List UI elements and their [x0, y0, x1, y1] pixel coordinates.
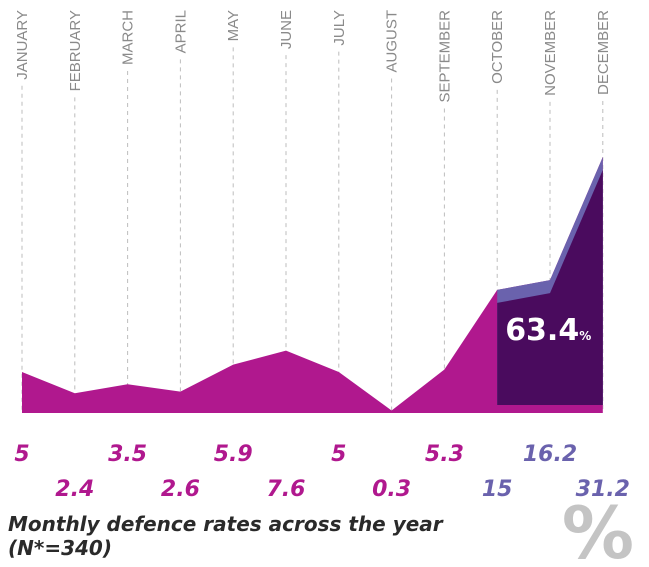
value-label: 7.6 [267, 477, 306, 502]
month-label: NOVEMBER [542, 10, 559, 96]
value-label: 15 [482, 477, 513, 502]
month-label: FEBRUARY [67, 10, 84, 91]
value-label: 5 [331, 442, 346, 467]
chart-title: Monthly defence rates across the year (N… [8, 512, 443, 560]
annotation-unit: % [579, 329, 591, 343]
value-label: 2.6 [161, 477, 200, 502]
month-label: JANUARY [14, 10, 31, 80]
highlight-area [497, 169, 603, 405]
annotation-value: 63.4 [505, 313, 579, 348]
value-label: 31.2 [576, 477, 630, 502]
month-label: APRIL [172, 10, 189, 53]
month-label: JULY [331, 10, 348, 46]
value-label: 5.9 [214, 442, 253, 467]
value-label: 5.3 [425, 442, 464, 467]
value-label: 5 [14, 442, 29, 467]
value-label: 16.2 [523, 442, 577, 467]
month-label: MARCH [120, 10, 137, 65]
month-label: OCTOBER [489, 10, 506, 84]
value-label: 0.3 [372, 477, 411, 502]
value-label: 2.4 [55, 477, 94, 502]
month-label: SEPTEMBER [436, 10, 453, 103]
month-label: JUNE [278, 10, 295, 49]
annotation: 63.4% [505, 313, 591, 348]
unit-symbol: % [562, 491, 634, 567]
month-label: DECEMBER [595, 10, 612, 95]
month-label: AUGUST [384, 10, 401, 73]
month-label: MAY [225, 10, 242, 41]
value-label: 3.5 [108, 442, 147, 467]
